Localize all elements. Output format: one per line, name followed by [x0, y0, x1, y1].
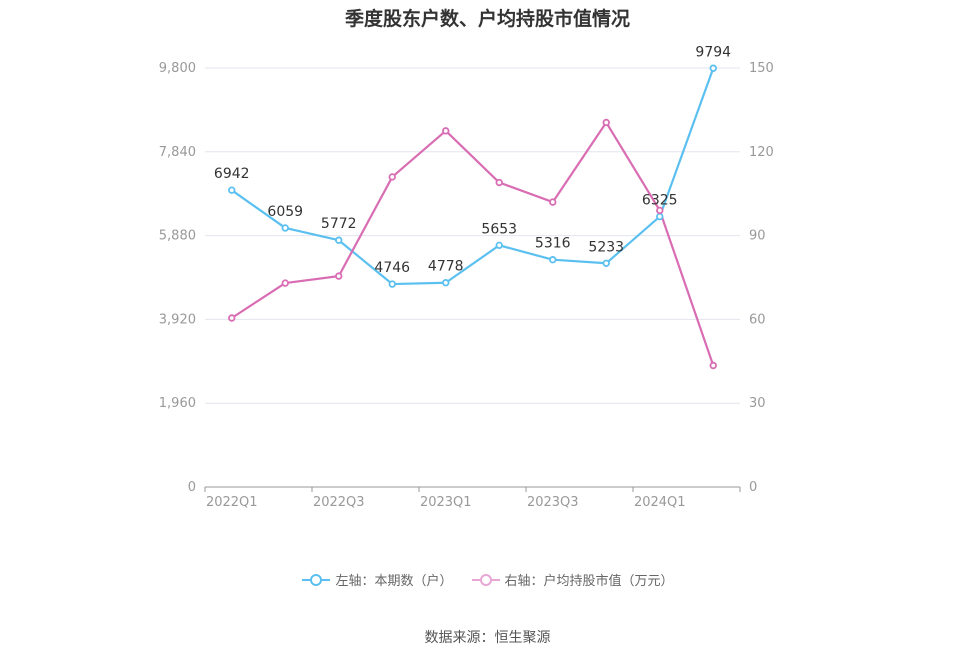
data-label: 4778	[428, 259, 464, 275]
x-axis-tick-label: 2024Q1	[634, 495, 686, 510]
series-line-right	[231, 121, 715, 366]
chart-plot: 0 0 1,960 30 3,920 60 5,880 90 7,840 120 9,800 150 2…	[159, 44, 774, 510]
x-axis-tick-label: 2022Q3	[313, 495, 365, 510]
legend-marker-right-icon	[471, 573, 500, 586]
right-axis-tick-label: 120	[749, 145, 774, 160]
source-note: 数据来源：恒生聚源	[424, 630, 551, 646]
data-point-left	[388, 280, 396, 288]
left-axis-tick-label: 3,920	[159, 312, 196, 327]
data-point-right	[442, 127, 450, 135]
data-label: 9794	[695, 44, 731, 60]
legend-label-left-series: 左轴：本期数（户）	[335, 574, 453, 589]
data-point-right	[656, 206, 664, 215]
data-point-left	[656, 212, 664, 221]
right-axis-tick-label: 150	[749, 61, 774, 76]
left-axis-tick-label: 5,880	[159, 229, 196, 244]
data-label: 6059	[267, 204, 303, 220]
data-point-right	[495, 178, 503, 187]
legend-label-right-series: 右轴：户均持股市值（万元）	[504, 574, 674, 589]
legend-item-left-series[interactable]: 左轴：本期数（户）	[301, 570, 453, 589]
left-axis-tick-label: 9,800	[159, 61, 196, 76]
right-axis-tick-label: 90	[749, 229, 766, 244]
data-point-right	[388, 173, 396, 181]
left-axis-tick-label: 1,960	[159, 396, 196, 411]
legend-item-right-series[interactable]: 右轴：户均持股市值（万元）	[471, 570, 674, 589]
legend-marker-left-icon	[302, 573, 331, 586]
data-label: 4746	[374, 260, 410, 276]
data-point-right	[335, 272, 343, 280]
series-line-left	[231, 67, 715, 286]
data-point-left	[228, 186, 236, 194]
data-label: 5653	[481, 221, 517, 237]
data-label: 5233	[588, 239, 624, 255]
data-label: 6325	[642, 193, 678, 209]
data-label: 5316	[535, 236, 571, 252]
chart-title: 季度股东户数、户均持股市值情况	[344, 8, 630, 30]
data-point-right	[549, 198, 557, 206]
data-label: 6942	[214, 166, 250, 182]
x-axis-tick-label: 2022Q1	[206, 495, 258, 510]
data-point-right	[228, 314, 236, 322]
data-point-left	[281, 224, 289, 232]
data-label: 5772	[321, 216, 357, 232]
data-point-left	[709, 64, 717, 72]
data-point-left	[549, 256, 557, 264]
data-point-left	[442, 279, 450, 287]
data-point-right	[709, 361, 717, 370]
data-point-left	[495, 241, 503, 250]
left-axis-tick-label: 7,840	[159, 145, 196, 160]
left-axis-tick-label: 0	[188, 480, 196, 495]
right-axis-tick-label: 0	[749, 480, 757, 495]
data-point-left	[335, 236, 343, 244]
legend: 左轴：本期数（户） 右轴：户均持股市值（万元）	[0, 570, 975, 589]
data-point-left	[602, 259, 610, 267]
data-point-right	[281, 279, 289, 287]
x-axis-tick-label: 2023Q3	[527, 495, 579, 510]
right-axis-tick-label: 60	[749, 312, 766, 327]
right-axis-tick-label: 30	[749, 396, 766, 411]
data-point-right	[602, 118, 610, 127]
x-axis-tick-label: 2023Q1	[420, 495, 472, 510]
